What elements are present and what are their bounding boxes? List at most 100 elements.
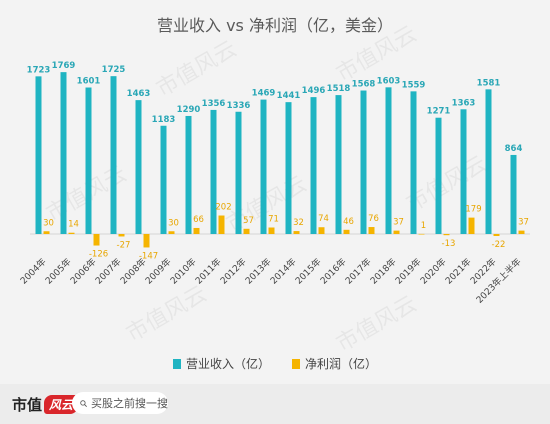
revenue-data-label: 1518 (327, 84, 351, 94)
revenue-bar (335, 95, 342, 234)
revenue-data-label: 1769 (52, 61, 76, 71)
profit-data-label: 1 (421, 221, 426, 231)
profit-data-label: -147 (139, 251, 158, 261)
x-tick-label: 2018年 (368, 256, 399, 287)
profit-bar (318, 227, 325, 234)
x-tick-label: 2020年 (418, 256, 449, 287)
profit-data-label: 37 (518, 218, 529, 228)
revenue-bar (185, 115, 192, 234)
profit-bar (118, 234, 125, 237)
revenue-bar (460, 109, 467, 234)
profit-bar (268, 227, 275, 234)
revenue-data-label: 1336 (227, 101, 251, 111)
revenue-bar (210, 109, 217, 234)
profit-bar (68, 232, 75, 234)
chart-title: 营业收入 vs 净利润（亿，美金） (157, 16, 393, 35)
revenue-data-label: 1496 (302, 86, 326, 96)
profit-data-label: 71 (268, 215, 279, 225)
legend-swatch-revenue (173, 359, 181, 369)
revenue-data-label: 1601 (77, 77, 101, 87)
revenue-data-label: 1363 (452, 98, 476, 108)
revenue-bar (110, 76, 117, 234)
brand-logo[interactable]: 市值 风云 (12, 394, 79, 415)
profit-data-label: 202 (215, 203, 231, 213)
profit-data-label: 76 (368, 214, 379, 224)
revenue-bar (385, 87, 392, 234)
revenue-data-label: 1290 (177, 105, 201, 115)
profit-bar (393, 230, 400, 234)
profit-data-label: 74 (318, 214, 329, 224)
revenue-data-label: 1559 (402, 80, 426, 90)
revenue-bar (260, 99, 267, 234)
x-tick-label: 2006年 (68, 256, 99, 287)
search-box[interactable]: 买股之前搜一搜 (72, 392, 168, 414)
x-tick-label: 2017年 (343, 256, 374, 287)
legend-label-profit: 净利润（亿） (305, 356, 377, 371)
x-tick-label: 2010年 (168, 256, 199, 287)
revenue-bar (510, 154, 517, 234)
legend-swatch-profit (292, 359, 300, 369)
profit-data-label: 30 (43, 218, 54, 228)
revenue-bar (310, 97, 317, 234)
revenue-data-label: 1183 (152, 115, 176, 125)
legend-label-revenue: 营业收入（亿） (186, 356, 270, 371)
revenue-data-label: 1271 (427, 107, 451, 117)
revenue-bar (135, 100, 142, 234)
x-tick-label: 2007年 (93, 256, 124, 287)
profit-bar (493, 234, 500, 237)
profit-bar (368, 227, 375, 234)
brand-mark: 风云 (44, 395, 79, 414)
revenue-bar (435, 117, 442, 234)
x-tick-label: 2011年 (193, 256, 224, 287)
revenue-bar (485, 89, 492, 234)
x-tick-label: 2013年 (243, 256, 274, 287)
revenue-data-label: 1581 (477, 78, 501, 88)
x-tick-label: 2012年 (218, 256, 249, 287)
revenue-data-label: 1725 (102, 65, 126, 75)
watermark-text: 市值风云 (332, 292, 421, 358)
profit-bar (443, 234, 450, 236)
x-tick-label: 2016年 (318, 256, 349, 287)
x-tick-label: 2014年 (268, 256, 299, 287)
revenue-bar (35, 76, 42, 235)
profit-data-label: 37 (393, 218, 404, 228)
profit-bar (168, 231, 175, 234)
revenue-data-label: 1441 (277, 91, 301, 101)
chart: 市值风云市值风云市值风云市值风云市值风云市值风云市值风云营业收入 vs 净利润（… (18, 16, 530, 371)
x-tick-label: 2008年 (118, 256, 149, 287)
search-icon (80, 399, 87, 407)
revenue-bar (60, 72, 67, 234)
revenue-bar (285, 102, 292, 234)
revenue-data-label: 1463 (127, 89, 151, 99)
profit-data-label: -22 (492, 240, 506, 250)
profit-data-label: -126 (89, 250, 108, 260)
profit-bar (193, 227, 200, 234)
revenue-bar (410, 91, 417, 234)
x-tick-label: 2004年 (18, 256, 49, 287)
revenue-bar (235, 111, 242, 234)
profit-bar (43, 231, 50, 234)
chart-card: 市值风云市值风云市值风云市值风云市值风云市值风云市值风云营业收入 vs 净利润（… (17, 16, 530, 371)
revenue-data-label: 1603 (377, 76, 401, 86)
footer-bar: 市值 风云 买股之前搜一搜 (0, 384, 550, 424)
profit-bar (218, 215, 225, 234)
profit-bar (93, 234, 100, 246)
watermark-text: 市值风云 (122, 282, 211, 348)
profit-data-label: -27 (117, 240, 131, 250)
profit-data-label: 179 (465, 205, 481, 215)
revenue-bar (85, 87, 92, 234)
revenue-data-label: 1723 (27, 65, 51, 75)
x-tick-label: 2021年 (443, 256, 474, 287)
revenue-data-label: 864 (505, 144, 523, 154)
brand-name: 市值 (12, 396, 43, 414)
profit-data-label: 14 (68, 220, 79, 230)
revenue-data-label: 1356 (202, 99, 226, 109)
profit-bar (468, 217, 475, 234)
profit-data-label: -13 (442, 239, 456, 249)
profit-bar (243, 228, 250, 234)
revenue-data-label: 1568 (352, 80, 376, 90)
x-tick-label: 2015年 (293, 256, 324, 287)
profit-bar (343, 229, 350, 234)
profit-data-label: 57 (243, 216, 254, 226)
profit-data-label: 30 (168, 218, 179, 228)
